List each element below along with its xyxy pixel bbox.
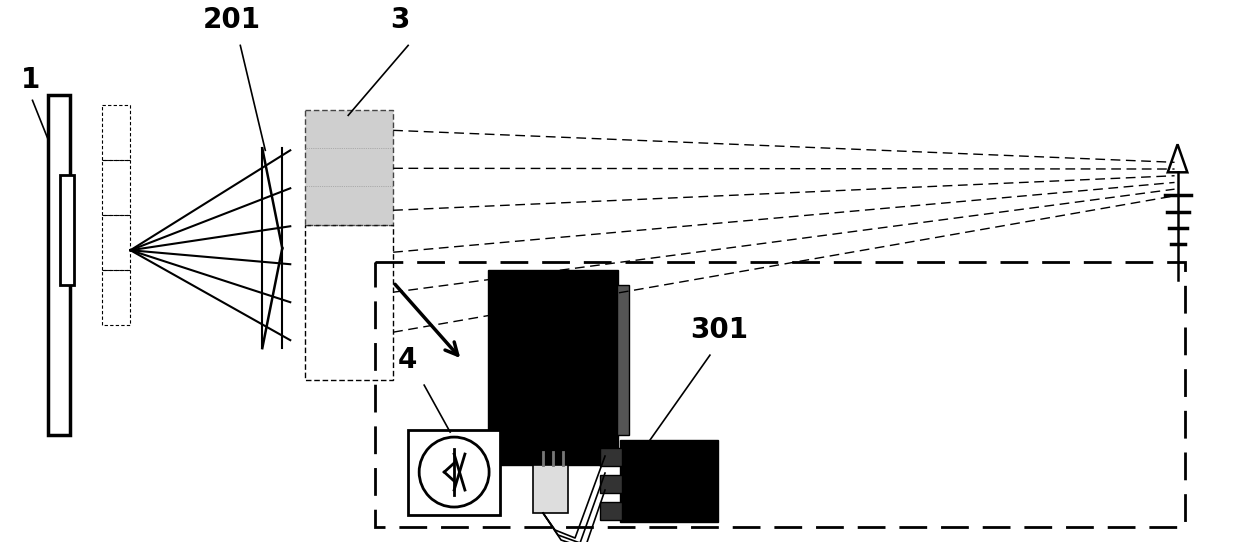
Bar xyxy=(103,105,130,160)
Text: 3: 3 xyxy=(390,7,410,35)
Bar xyxy=(620,440,717,522)
Bar xyxy=(103,160,130,215)
Bar xyxy=(408,430,501,515)
Bar xyxy=(48,95,71,435)
Bar xyxy=(61,175,74,285)
Bar xyxy=(600,448,622,466)
Bar xyxy=(305,111,393,225)
Text: 1: 1 xyxy=(21,66,40,94)
Text: 4: 4 xyxy=(398,346,418,374)
Text: 201: 201 xyxy=(202,7,260,35)
Bar xyxy=(488,270,618,465)
Bar xyxy=(600,475,622,493)
Text: 301: 301 xyxy=(690,316,748,344)
Bar xyxy=(600,502,622,520)
Bar xyxy=(617,285,629,435)
Polygon shape xyxy=(1167,144,1187,172)
Bar xyxy=(533,465,567,513)
Bar xyxy=(103,215,130,270)
Bar xyxy=(305,225,393,380)
Bar xyxy=(103,270,130,325)
Bar xyxy=(375,262,1184,527)
